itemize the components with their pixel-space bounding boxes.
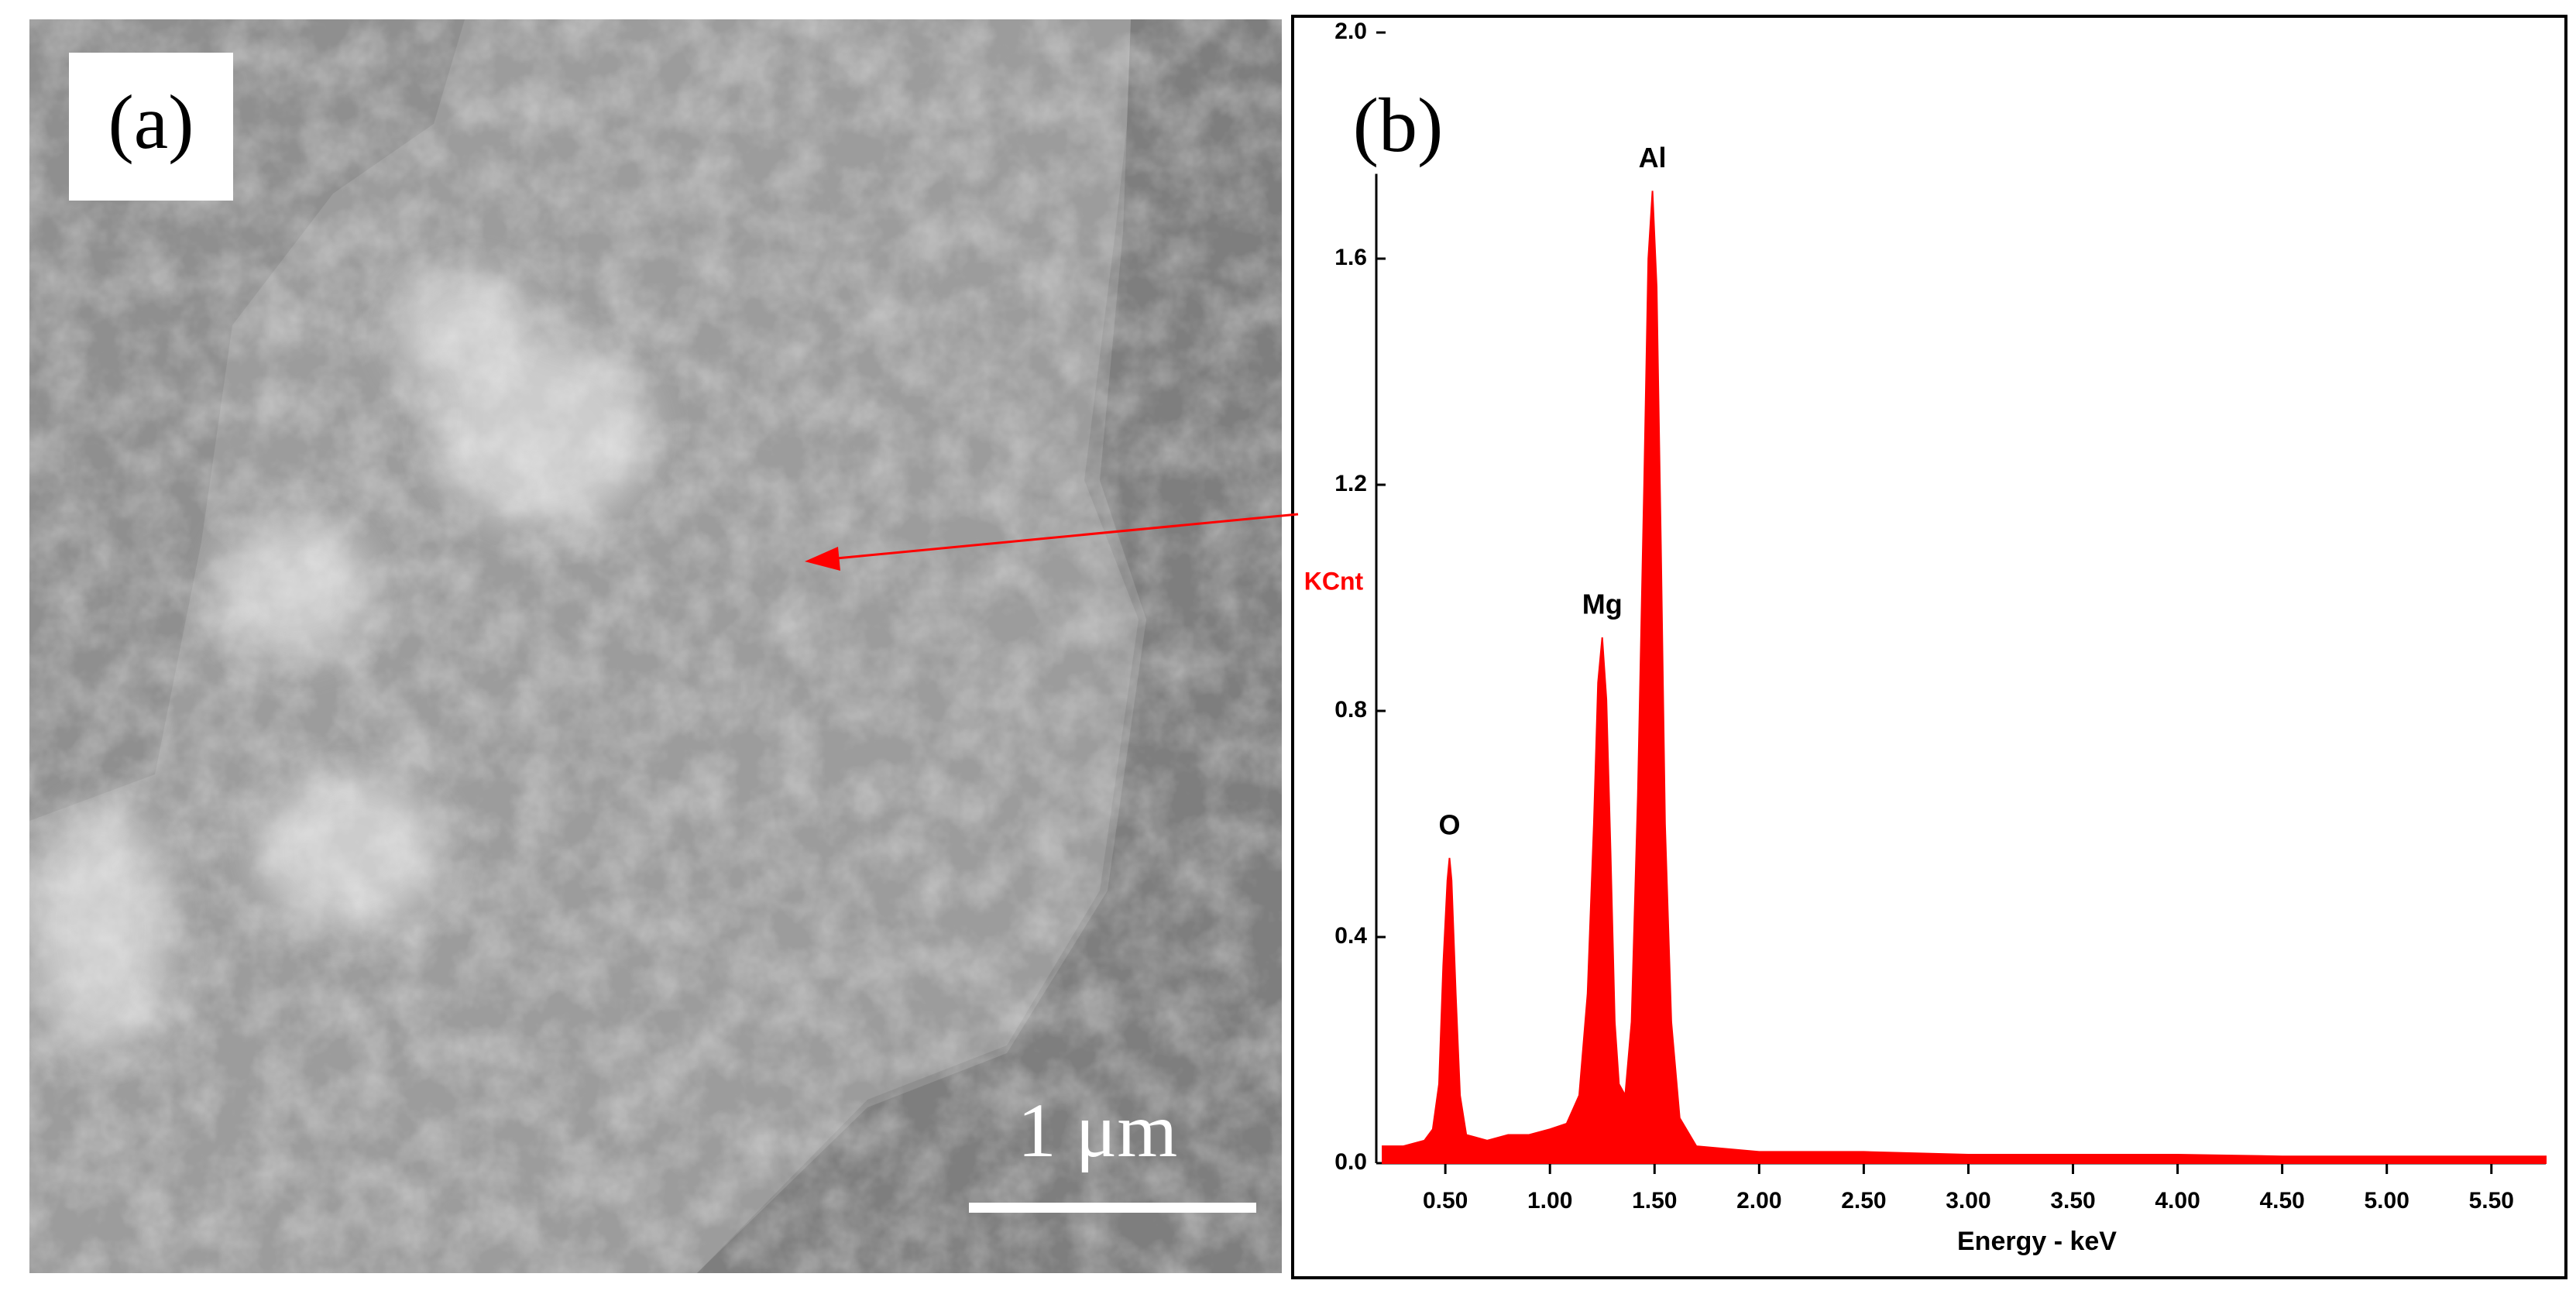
x-tick-label: 5.00 (2365, 1188, 2409, 1213)
scale-bar (969, 1203, 1256, 1213)
sem-image (29, 19, 1282, 1273)
x-tick-label: 2.50 (1841, 1188, 1886, 1213)
x-tick-label: 2.00 (1736, 1188, 1781, 1213)
y-tick-label: 0.4 (1334, 923, 1367, 949)
x-tick-label: 0.50 (1423, 1188, 1468, 1213)
peak-label: O (1439, 808, 1461, 840)
x-tick-label: 3.00 (1946, 1188, 1990, 1213)
scale-bar-label: 1 μm (1018, 1087, 1177, 1173)
panel-label-box (69, 53, 233, 201)
y-tick-label: 1.2 (1334, 471, 1367, 496)
x-tick-label: 1.50 (1632, 1188, 1677, 1213)
peak-label: Mg (1582, 589, 1623, 620)
peak-label: Al (1639, 142, 1667, 173)
x-axis-label: Energy - keV (1957, 1227, 2117, 1256)
chart-frame (1291, 15, 2567, 1279)
panel-label: (a) (108, 79, 194, 165)
y-tick-label: 2.0 (1334, 19, 1367, 44)
x-tick-label: 3.50 (2050, 1188, 2095, 1213)
arrow-head (805, 547, 840, 571)
x-tick-label: 4.00 (2155, 1188, 2200, 1213)
y-tick-label: 0.8 (1334, 697, 1367, 723)
x-tick-label: 4.50 (2259, 1188, 2304, 1213)
y-tick-label: 1.6 (1334, 245, 1367, 270)
panel-label: (b) (1353, 82, 1444, 168)
plot-area: 0.0 0.4 0.8 1.2 1.6 2.0 0.50 1.00 1.50 2.00 2.50 3.… (1334, 19, 2547, 1213)
arrow (836, 513, 1299, 560)
x-tick-label: 5.50 (2469, 1188, 2514, 1213)
x-tick-label: 1.00 (1527, 1188, 1572, 1213)
spectrum-area (1382, 191, 2547, 1164)
y-tick-label: 0.0 (1334, 1149, 1367, 1175)
y-axis-label: KCnt (1304, 567, 1364, 595)
